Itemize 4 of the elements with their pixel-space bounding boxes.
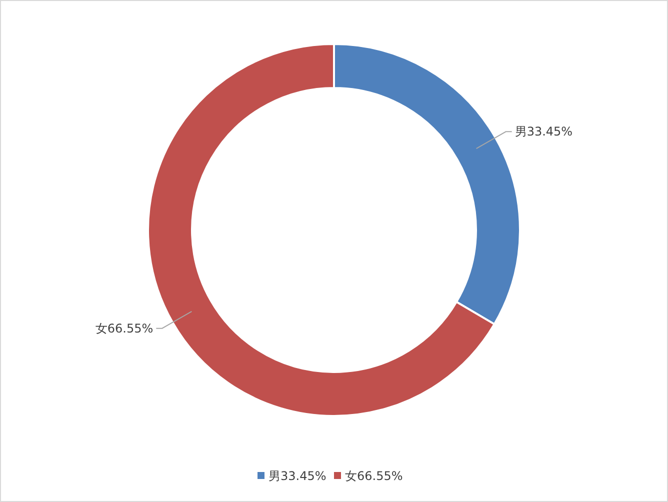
legend-label: 女66.55% bbox=[345, 469, 403, 483]
legend-label: 男33.45% bbox=[268, 469, 326, 483]
data-label: 男33.45% bbox=[514, 124, 573, 139]
data-label: 女66.55% bbox=[95, 321, 154, 336]
